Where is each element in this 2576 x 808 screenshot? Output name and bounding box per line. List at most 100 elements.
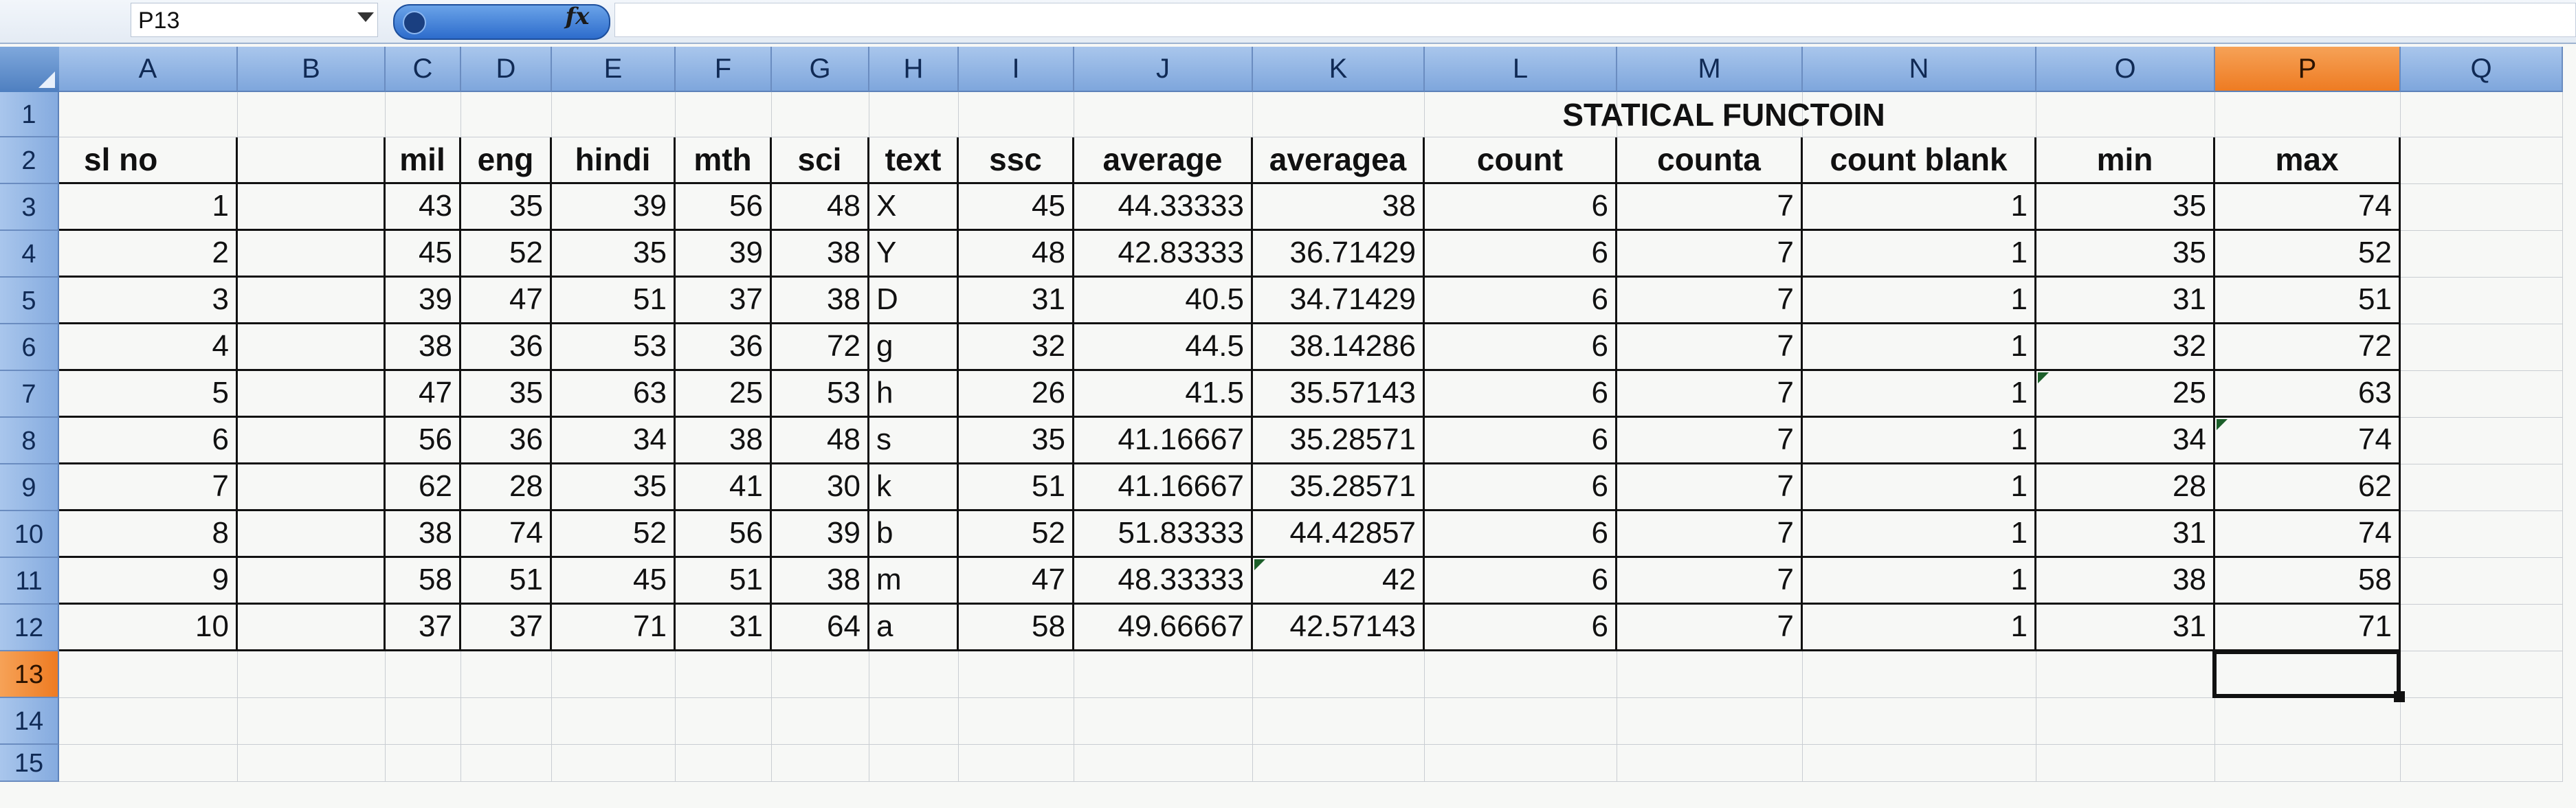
cell[interactable] [1253, 745, 1425, 782]
table-cell[interactable]: 31 [676, 605, 772, 651]
cell[interactable] [2215, 92, 2401, 137]
table-cell[interactable]: 6 [1425, 231, 1617, 278]
cell[interactable] [386, 651, 461, 698]
error-indicator-icon[interactable] [2038, 372, 2049, 383]
row-header-12[interactable]: 12 [0, 605, 59, 651]
table-cell[interactable]: 56 [676, 511, 772, 558]
table-cell[interactable]: 7 [59, 464, 238, 511]
table-cell[interactable] [238, 464, 386, 511]
column-header-j[interactable]: J [1074, 47, 1253, 92]
table-cell[interactable]: 38 [772, 558, 869, 605]
table-cell[interactable]: 40.5 [1074, 278, 1253, 324]
table-cell[interactable]: 53 [552, 324, 676, 371]
table-cell[interactable]: 48 [772, 418, 869, 464]
row-header-11[interactable]: 11 [0, 558, 59, 605]
cell[interactable] [1617, 651, 1803, 698]
table-cell[interactable]: 35 [552, 231, 676, 278]
cell[interactable] [2401, 558, 2563, 605]
row-header-4[interactable]: 4 [0, 231, 59, 278]
cell[interactable] [552, 92, 676, 137]
table-cell[interactable]: 44.5 [1074, 324, 1253, 371]
table-cell[interactable]: 58 [2215, 558, 2401, 605]
cell[interactable] [2215, 698, 2401, 745]
table-cell[interactable]: 51 [461, 558, 552, 605]
table-cell[interactable]: 74 [2215, 418, 2401, 464]
column-label-min[interactable]: min [2036, 137, 2215, 184]
table-cell[interactable]: 28 [2036, 464, 2215, 511]
table-cell[interactable]: 42.83333 [1074, 231, 1253, 278]
column-header-l[interactable]: L [1425, 47, 1617, 92]
table-cell[interactable]: b [869, 511, 959, 558]
table-cell[interactable]: 35.57143 [1253, 371, 1425, 418]
cell[interactable] [2401, 371, 2563, 418]
cell[interactable] [959, 651, 1074, 698]
spreadsheet-grid[interactable]: A B C D E F G H I J K L M N O P Q 1 2 3 4 5 6 7 8 9 10 11 12 13 14 15 ST… [0, 47, 2576, 808]
cell[interactable] [1253, 698, 1425, 745]
column-label-sl-no[interactable]: sl no [59, 137, 238, 184]
cell[interactable] [1803, 651, 2036, 698]
column-header-h[interactable]: H [869, 47, 959, 92]
cell[interactable] [1425, 651, 1617, 698]
cell[interactable] [2401, 92, 2563, 137]
name-box-dropdown-icon[interactable] [357, 12, 374, 22]
table-cell[interactable]: 31 [2036, 605, 2215, 651]
table-cell[interactable]: 48.33333 [1074, 558, 1253, 605]
column-header-o[interactable]: O [2036, 47, 2215, 92]
table-cell[interactable]: 42 [1253, 558, 1425, 605]
table-cell[interactable]: 47 [386, 371, 461, 418]
table-cell[interactable]: 39 [386, 278, 461, 324]
cell[interactable] [676, 651, 772, 698]
table-cell[interactable]: 7 [1617, 464, 1803, 511]
table-cell[interactable]: 7 [1617, 418, 1803, 464]
column-label-averagea[interactable]: averagea [1253, 137, 1425, 184]
table-cell[interactable] [238, 418, 386, 464]
table-cell[interactable]: 51 [676, 558, 772, 605]
table-cell[interactable]: 74 [2215, 511, 2401, 558]
table-cell[interactable]: 7 [1617, 511, 1803, 558]
table-cell[interactable]: 52 [461, 231, 552, 278]
table-cell[interactable]: 35 [461, 184, 552, 231]
table-cell[interactable]: 32 [959, 324, 1074, 371]
table-cell[interactable]: k [869, 464, 959, 511]
table-cell[interactable] [238, 558, 386, 605]
table-cell[interactable]: 39 [772, 511, 869, 558]
table-cell[interactable]: 58 [959, 605, 1074, 651]
table-cell[interactable]: 36.71429 [1253, 231, 1425, 278]
cell[interactable] [1253, 92, 1425, 137]
column-header-e[interactable]: E [552, 47, 676, 92]
table-cell[interactable]: 63 [2215, 371, 2401, 418]
table-cell[interactable]: 53 [772, 371, 869, 418]
column-header-m[interactable]: M [1617, 47, 1803, 92]
error-indicator-icon[interactable] [1254, 559, 1265, 570]
table-cell[interactable]: 6 [1425, 184, 1617, 231]
cell[interactable] [2401, 137, 2563, 184]
cell[interactable] [2401, 278, 2563, 324]
column-header-d[interactable]: D [461, 47, 552, 92]
table-cell[interactable]: 37 [386, 605, 461, 651]
cell[interactable] [552, 745, 676, 782]
active-cell-selection[interactable] [2212, 650, 2401, 698]
table-cell[interactable]: 3 [59, 278, 238, 324]
cell[interactable] [238, 698, 386, 745]
cell[interactable] [959, 92, 1074, 137]
row-header-1[interactable]: 1 [0, 92, 59, 137]
table-cell[interactable]: 44.33333 [1074, 184, 1253, 231]
cell[interactable] [1803, 698, 2036, 745]
table-cell[interactable]: 35.28571 [1253, 418, 1425, 464]
table-cell[interactable]: g [869, 324, 959, 371]
cell[interactable] [386, 92, 461, 137]
fill-handle[interactable] [2394, 691, 2405, 702]
table-cell[interactable]: 64 [772, 605, 869, 651]
table-cell[interactable]: 38 [2036, 558, 2215, 605]
column-label-mil[interactable]: mil [386, 137, 461, 184]
cell[interactable] [2401, 511, 2563, 558]
column-label-text[interactable]: text [869, 137, 959, 184]
table-cell[interactable]: 52 [959, 511, 1074, 558]
cell[interactable] [461, 745, 552, 782]
table-cell[interactable]: 1 [1803, 278, 2036, 324]
table-cell[interactable]: 37 [676, 278, 772, 324]
table-cell[interactable]: 7 [1617, 371, 1803, 418]
cell[interactable] [2215, 745, 2401, 782]
table-cell[interactable] [238, 371, 386, 418]
table-cell[interactable]: 37 [461, 605, 552, 651]
